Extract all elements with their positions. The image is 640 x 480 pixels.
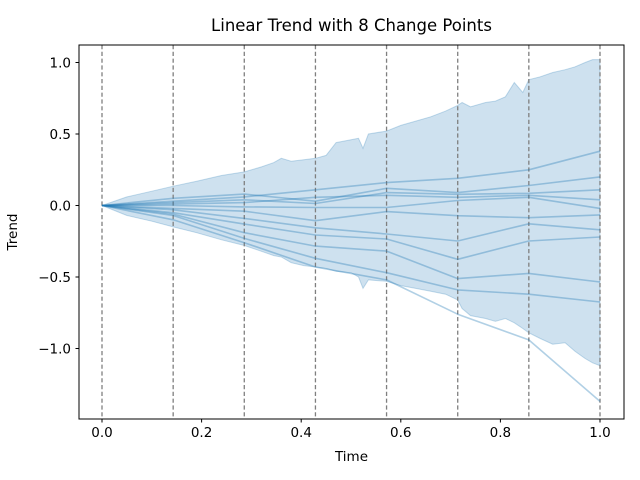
trend-draw-2 (101, 176, 601, 207)
uncertainty-band (100, 59, 601, 367)
trend-draw-5 (102, 196, 601, 210)
trend-lines-group (101, 150, 601, 403)
x-axis-label: Time (334, 449, 368, 465)
trend-draw-1 (101, 150, 601, 207)
trend-draw-8 (101, 204, 601, 261)
x-tick-label: 0.0 (91, 425, 112, 441)
x-tick-label: 1.0 (589, 425, 610, 441)
trend-draw-3 (101, 189, 601, 207)
trend-draw-6 (101, 204, 601, 222)
y-axis-label: Trend (5, 214, 21, 252)
y-tick-label: 1.0 (50, 55, 71, 71)
y-tick-label: −1.0 (38, 341, 71, 357)
x-tick-label: 0.2 (191, 425, 212, 441)
x-tick-label: 0.4 (290, 425, 311, 441)
x-tick-label: 0.6 (390, 425, 411, 441)
trend-draw-4 (101, 194, 601, 207)
y-tick-label: 0.5 (50, 127, 71, 143)
trend-draw-9 (101, 204, 601, 283)
y-tick-label: 0.0 (50, 198, 71, 214)
trend-draw-10 (101, 204, 601, 303)
chart-title: Linear Trend with 8 Change Points (211, 16, 492, 35)
x-axis-ticks: 0.0 0.2 0.4 0.6 0.8 1.0 (91, 419, 611, 441)
x-tick-label: 0.8 (490, 425, 511, 441)
y-axis-ticks: 1.0 0.5 0.0 −0.5 −1.0 (38, 55, 79, 357)
changepoint-lines-group (101, 45, 601, 419)
trend-draw-11 (101, 204, 601, 403)
y-tick-label: −0.5 (38, 270, 71, 286)
axes-frame (78, 44, 625, 420)
uncertainty-band-group (100, 59, 601, 367)
trend-draw-7 (101, 204, 601, 242)
